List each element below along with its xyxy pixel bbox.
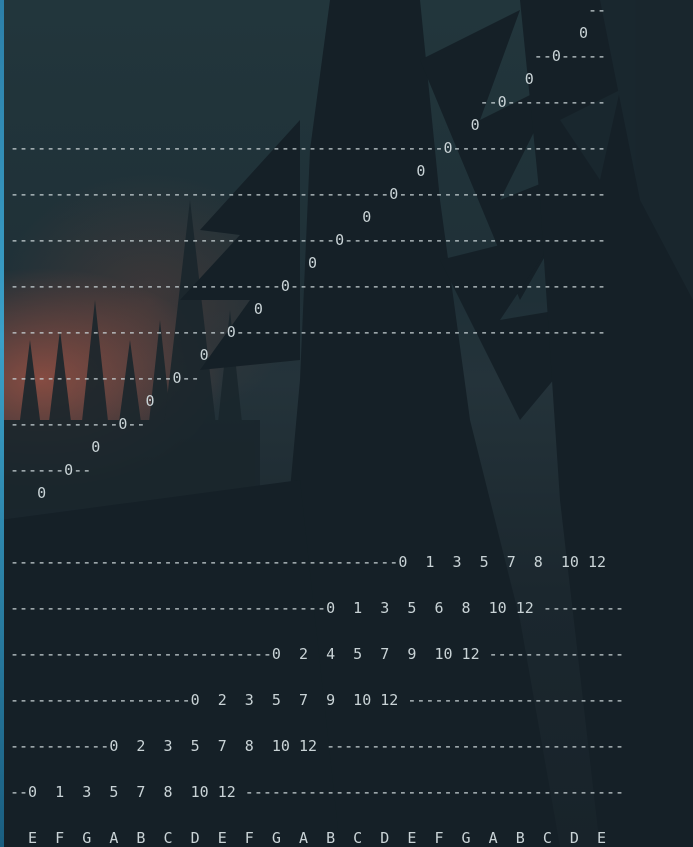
terminal-line: ------------------0-- [10,369,200,387]
terminal-line: 0 [10,438,101,456]
terminal-line: E F G A B C D E F G A B C D E F G A B C … [10,829,607,847]
terminal-line: 0 [10,484,47,502]
window-edge [0,0,4,847]
terminal-line: 0 [10,70,534,88]
terminal-line: ------------0-- [10,415,146,433]
terminal-line: ------------------------0---------------… [10,323,607,341]
terminal-line: ----------------------------------------… [10,139,607,157]
terminal-line: 0 [10,208,372,226]
terminal-line: -- [10,1,607,19]
terminal-line: 0 [10,116,480,134]
terminal-line: 0 [10,24,588,42]
terminal-line: ----------------------------------------… [10,185,607,203]
terminal-line: ----------------------------------------… [10,553,607,571]
terminal-line: 0 [10,300,263,318]
terminal-line: 0 [10,254,318,272]
terminal-line: --------------------0 2 3 5 7 9 10 12 --… [10,691,625,709]
terminal-line: --0----- [10,47,607,65]
terminal-line: -----------------------------0 2 4 5 7 9… [10,645,625,663]
terminal-line: ------0-- [10,461,92,479]
terminal-line: --0 1 3 5 7 8 10 12 --------------------… [10,783,625,801]
terminal-line: 0 [10,346,209,364]
terminal-line: -----------------------------------0 1 3… [10,599,625,617]
terminal-line: 0 [10,392,155,410]
terminal-line: ------------------------------------0---… [10,231,607,249]
terminal-line: ------------------------------0---------… [10,277,607,295]
terminal-line: --0----------- [10,93,607,111]
terminal-line: 0 [10,162,426,180]
terminal-line: -----------0 2 3 5 7 8 10 12 -----------… [10,737,625,755]
